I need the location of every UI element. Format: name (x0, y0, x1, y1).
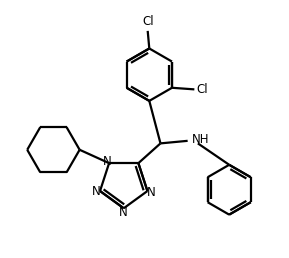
Text: N: N (103, 155, 112, 168)
Text: NH: NH (192, 133, 209, 146)
Text: N: N (119, 206, 127, 219)
Text: Cl: Cl (196, 83, 208, 96)
Text: N: N (147, 186, 156, 199)
Text: N: N (92, 184, 101, 198)
Text: Cl: Cl (142, 15, 153, 28)
